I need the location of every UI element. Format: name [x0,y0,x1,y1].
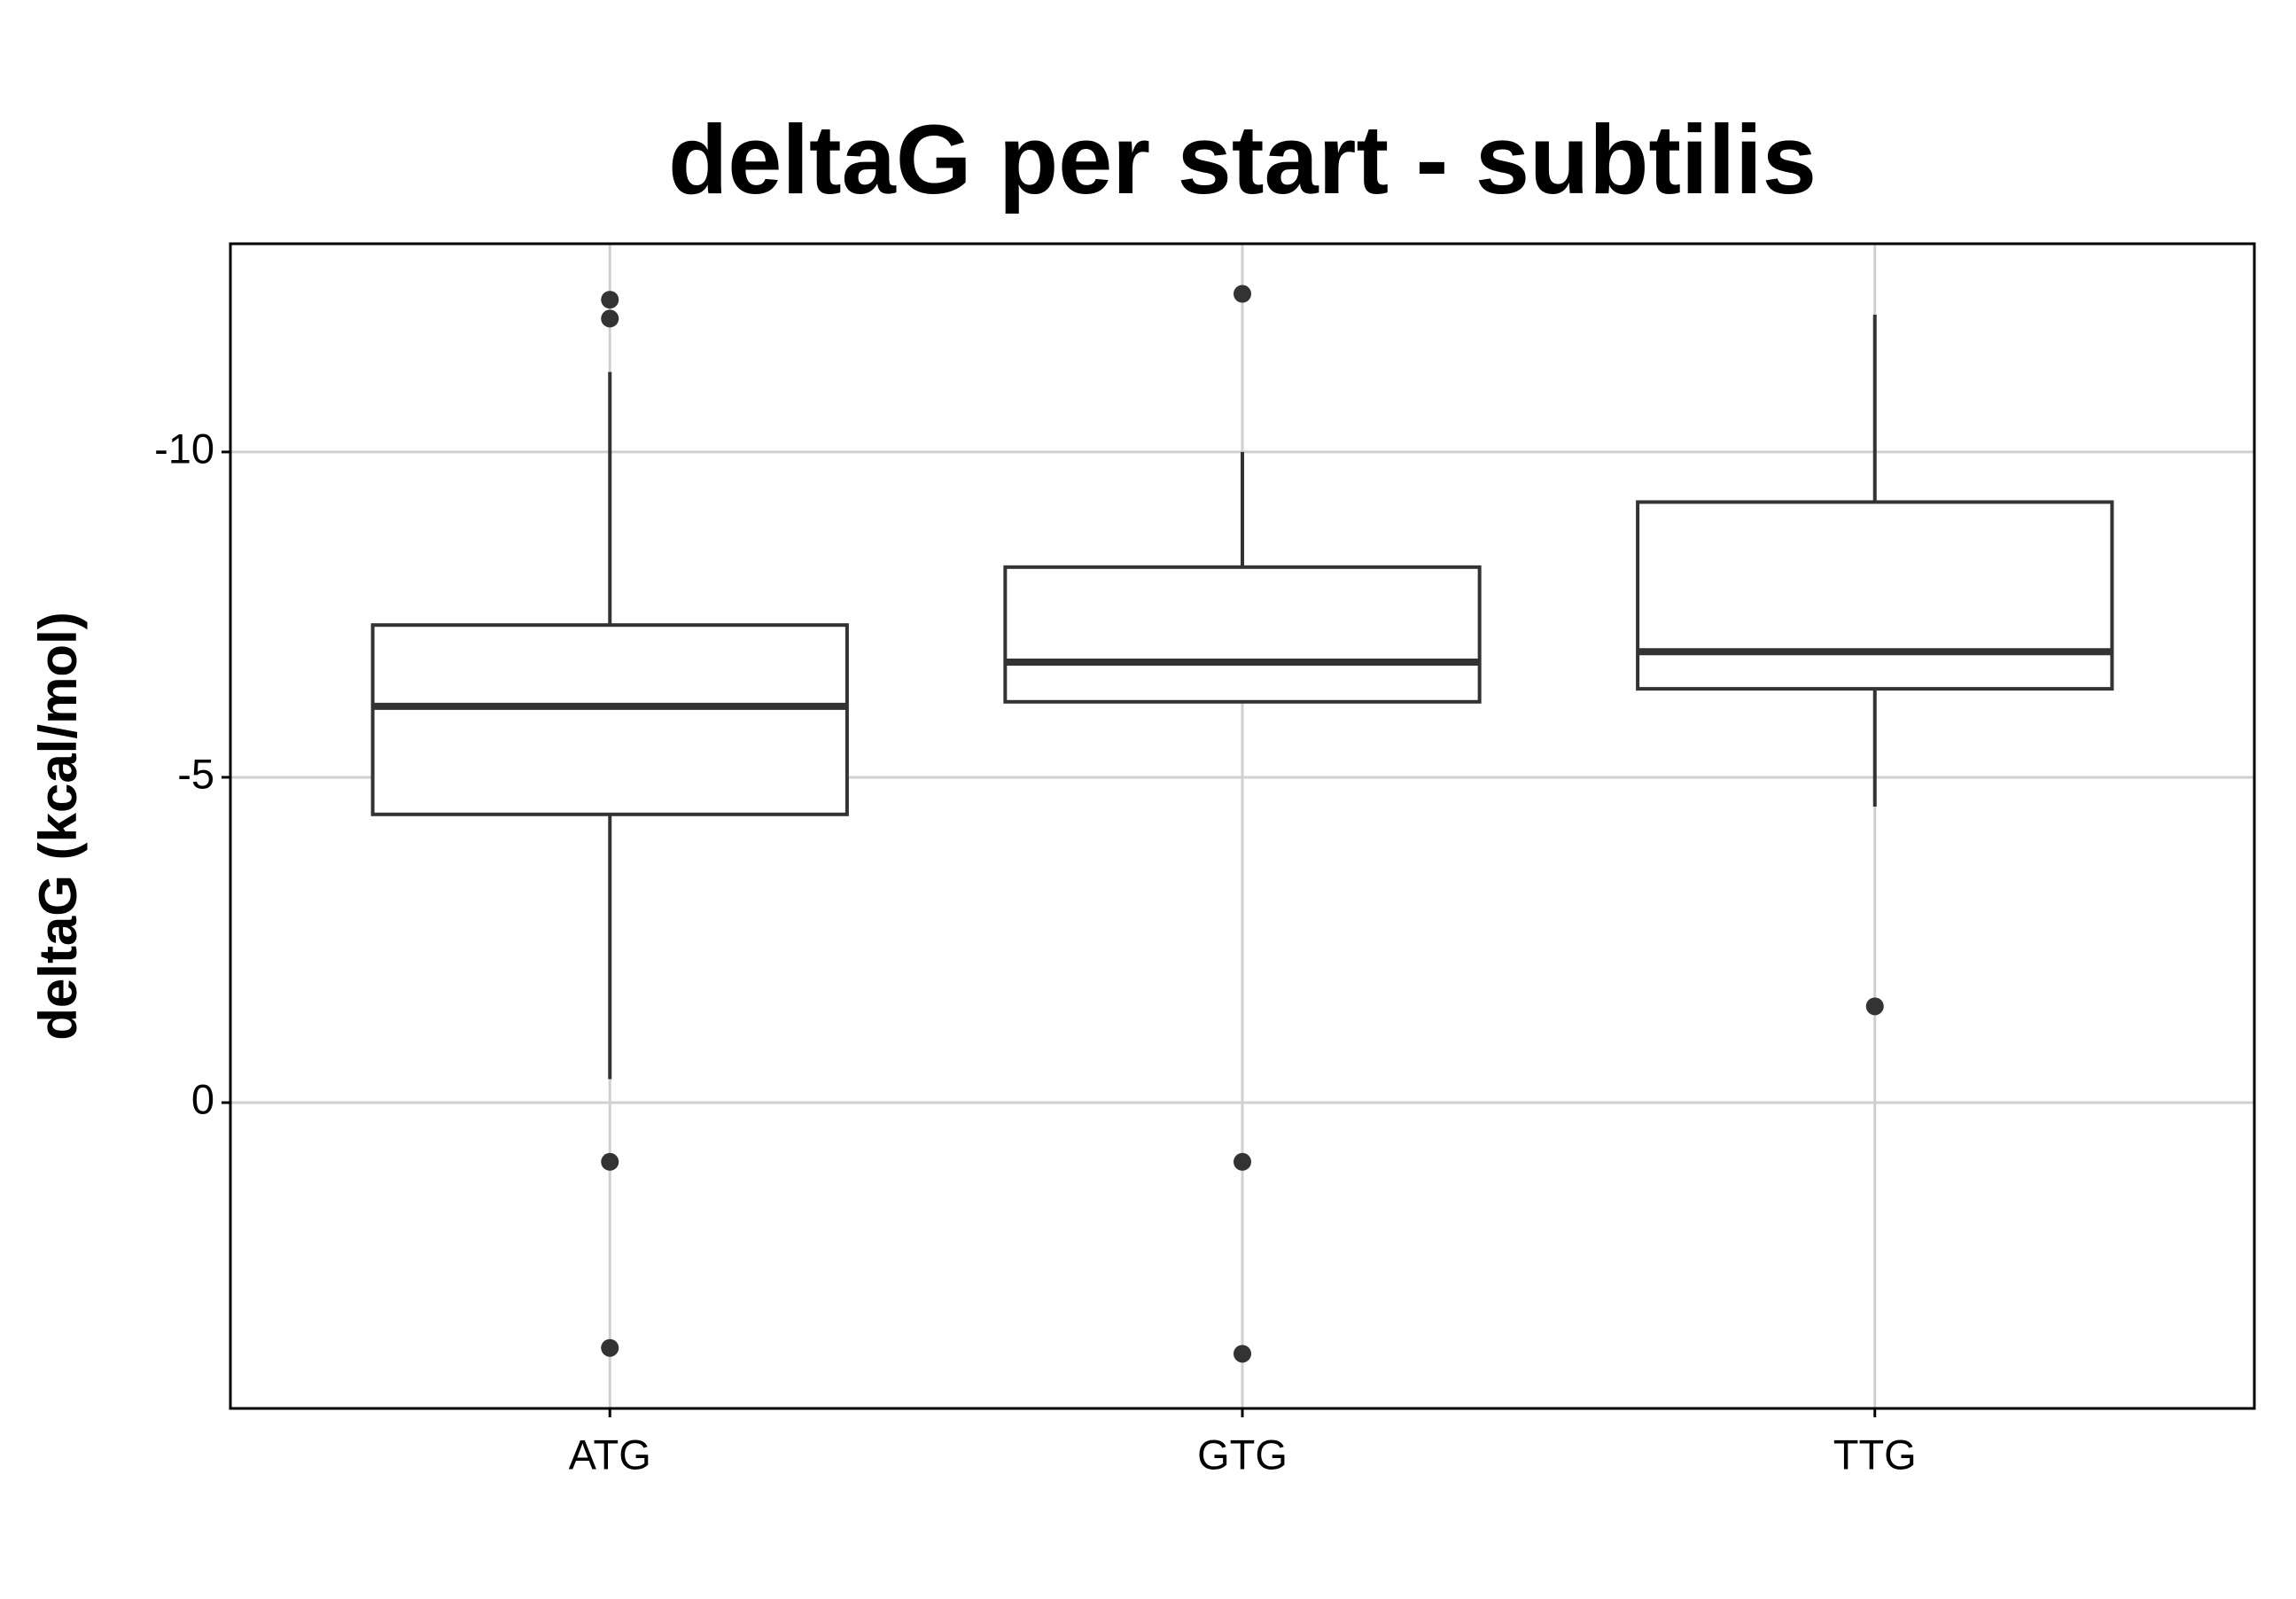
outlier [1865,997,1884,1016]
y-axis-label: deltaG (kcal/mol) [28,612,88,1040]
y-tick-label: -10 [154,425,214,472]
chart-title: deltaG per start - subtilis [668,105,1817,214]
box [1003,565,1482,704]
outlier [601,1152,619,1171]
x-tick-label: TTG [1833,1431,1917,1478]
y-tick-label: -5 [177,750,214,797]
x-tick-label: ATG [569,1431,651,1478]
outlier [1234,1152,1251,1171]
outlier [601,309,619,328]
outlier [601,291,619,309]
outlier [601,1338,619,1357]
box [1636,500,2114,691]
outlier [1234,1345,1251,1363]
plot-border [229,242,2256,1410]
x-tick-label: GTG [1197,1431,1288,1478]
y-tick-label: 0 [191,1075,214,1122]
box [370,623,849,816]
outlier [1234,285,1251,303]
